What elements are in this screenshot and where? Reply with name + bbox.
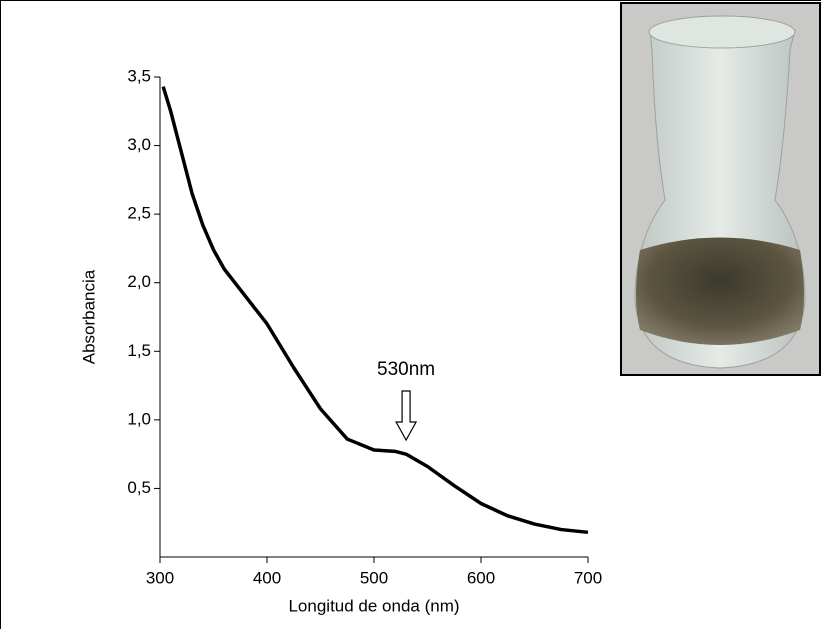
- annotation-arrow: [395, 390, 418, 442]
- y-tick-label: 2,0: [127, 272, 151, 291]
- x-tick-label: 700: [574, 568, 602, 587]
- y-tick-label: 3,5: [127, 66, 151, 85]
- y-axis-label: Absorbancia: [79, 269, 98, 364]
- x-axis-label: Longitud de onda (nm): [288, 596, 459, 615]
- photo: [620, 2, 821, 376]
- x-tick-label: 500: [360, 568, 388, 587]
- x-tick-label: 300: [146, 568, 174, 587]
- x-tick-label: 600: [467, 568, 495, 587]
- x-tick-label: 400: [253, 568, 281, 587]
- y-tick-label: 3,0: [127, 135, 151, 154]
- y-tick-label: 1,0: [127, 409, 151, 428]
- y-tick-label: 2,5: [127, 204, 151, 223]
- annotation-text: 530nm: [377, 359, 435, 380]
- y-tick-label: 1,5: [127, 341, 151, 360]
- y-tick-label: 0,5: [127, 478, 151, 497]
- data-line: [161, 86, 589, 535]
